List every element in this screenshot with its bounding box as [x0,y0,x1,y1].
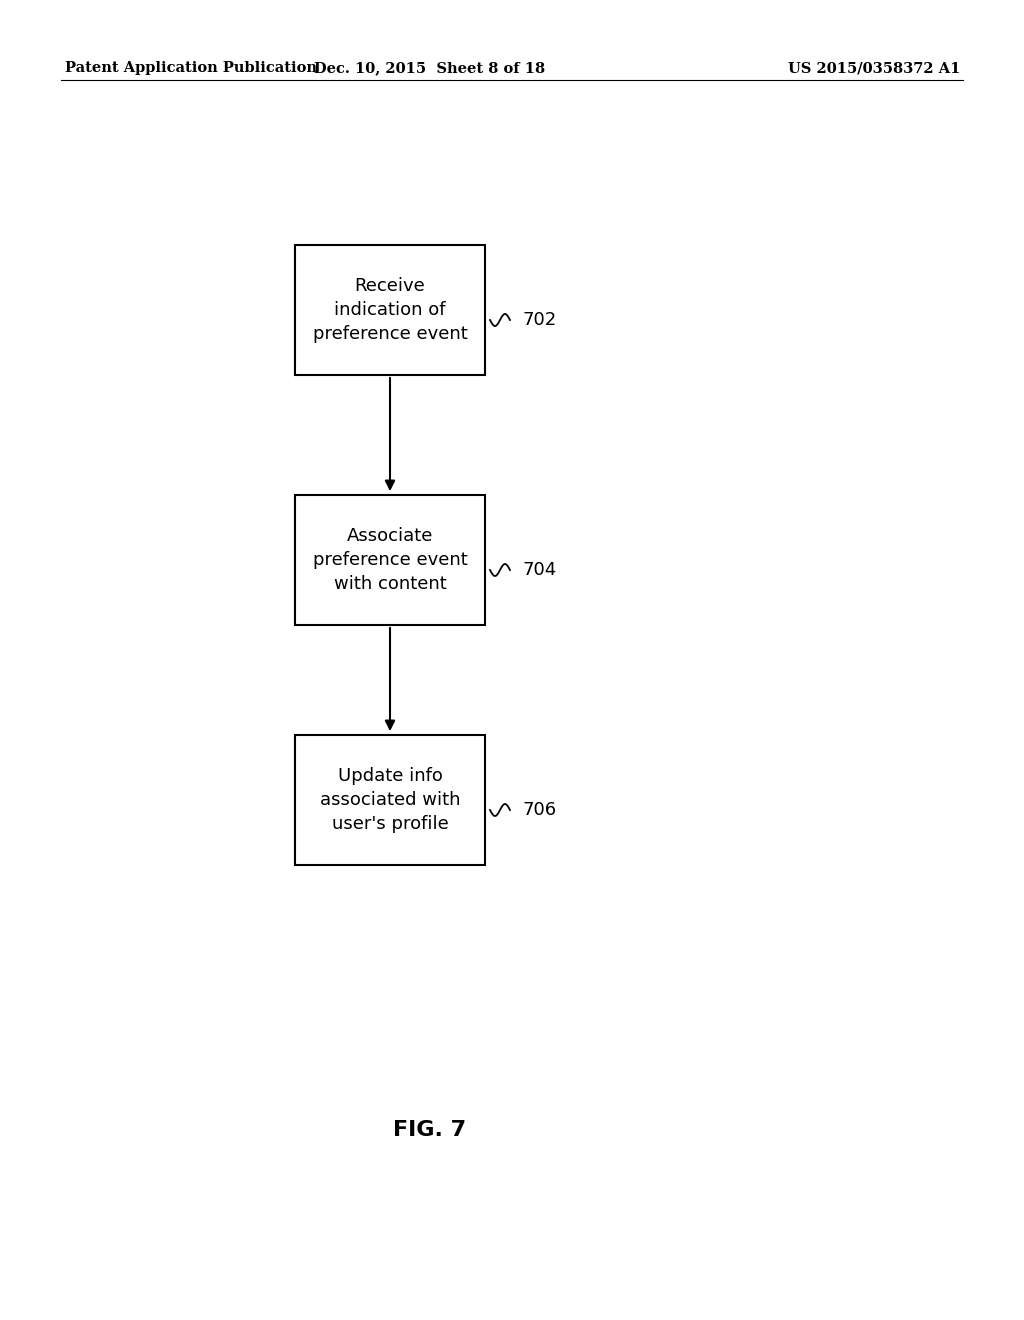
Text: 704: 704 [522,561,556,579]
Text: FIG. 7: FIG. 7 [393,1119,467,1140]
Text: Update info
associated with
user's profile: Update info associated with user's profi… [319,767,460,833]
Text: 702: 702 [522,312,556,329]
Text: Patent Application Publication: Patent Application Publication [65,61,317,75]
Text: 706: 706 [522,801,556,818]
Text: Associate
preference event
with content: Associate preference event with content [312,528,467,593]
Bar [295,735,485,865]
Text: Dec. 10, 2015  Sheet 8 of 18: Dec. 10, 2015 Sheet 8 of 18 [314,61,546,75]
Text: US 2015/0358372 A1: US 2015/0358372 A1 [787,61,961,75]
Text: Receive
indication of
preference event: Receive indication of preference event [312,277,467,343]
Bar [295,495,485,624]
Bar [295,246,485,375]
